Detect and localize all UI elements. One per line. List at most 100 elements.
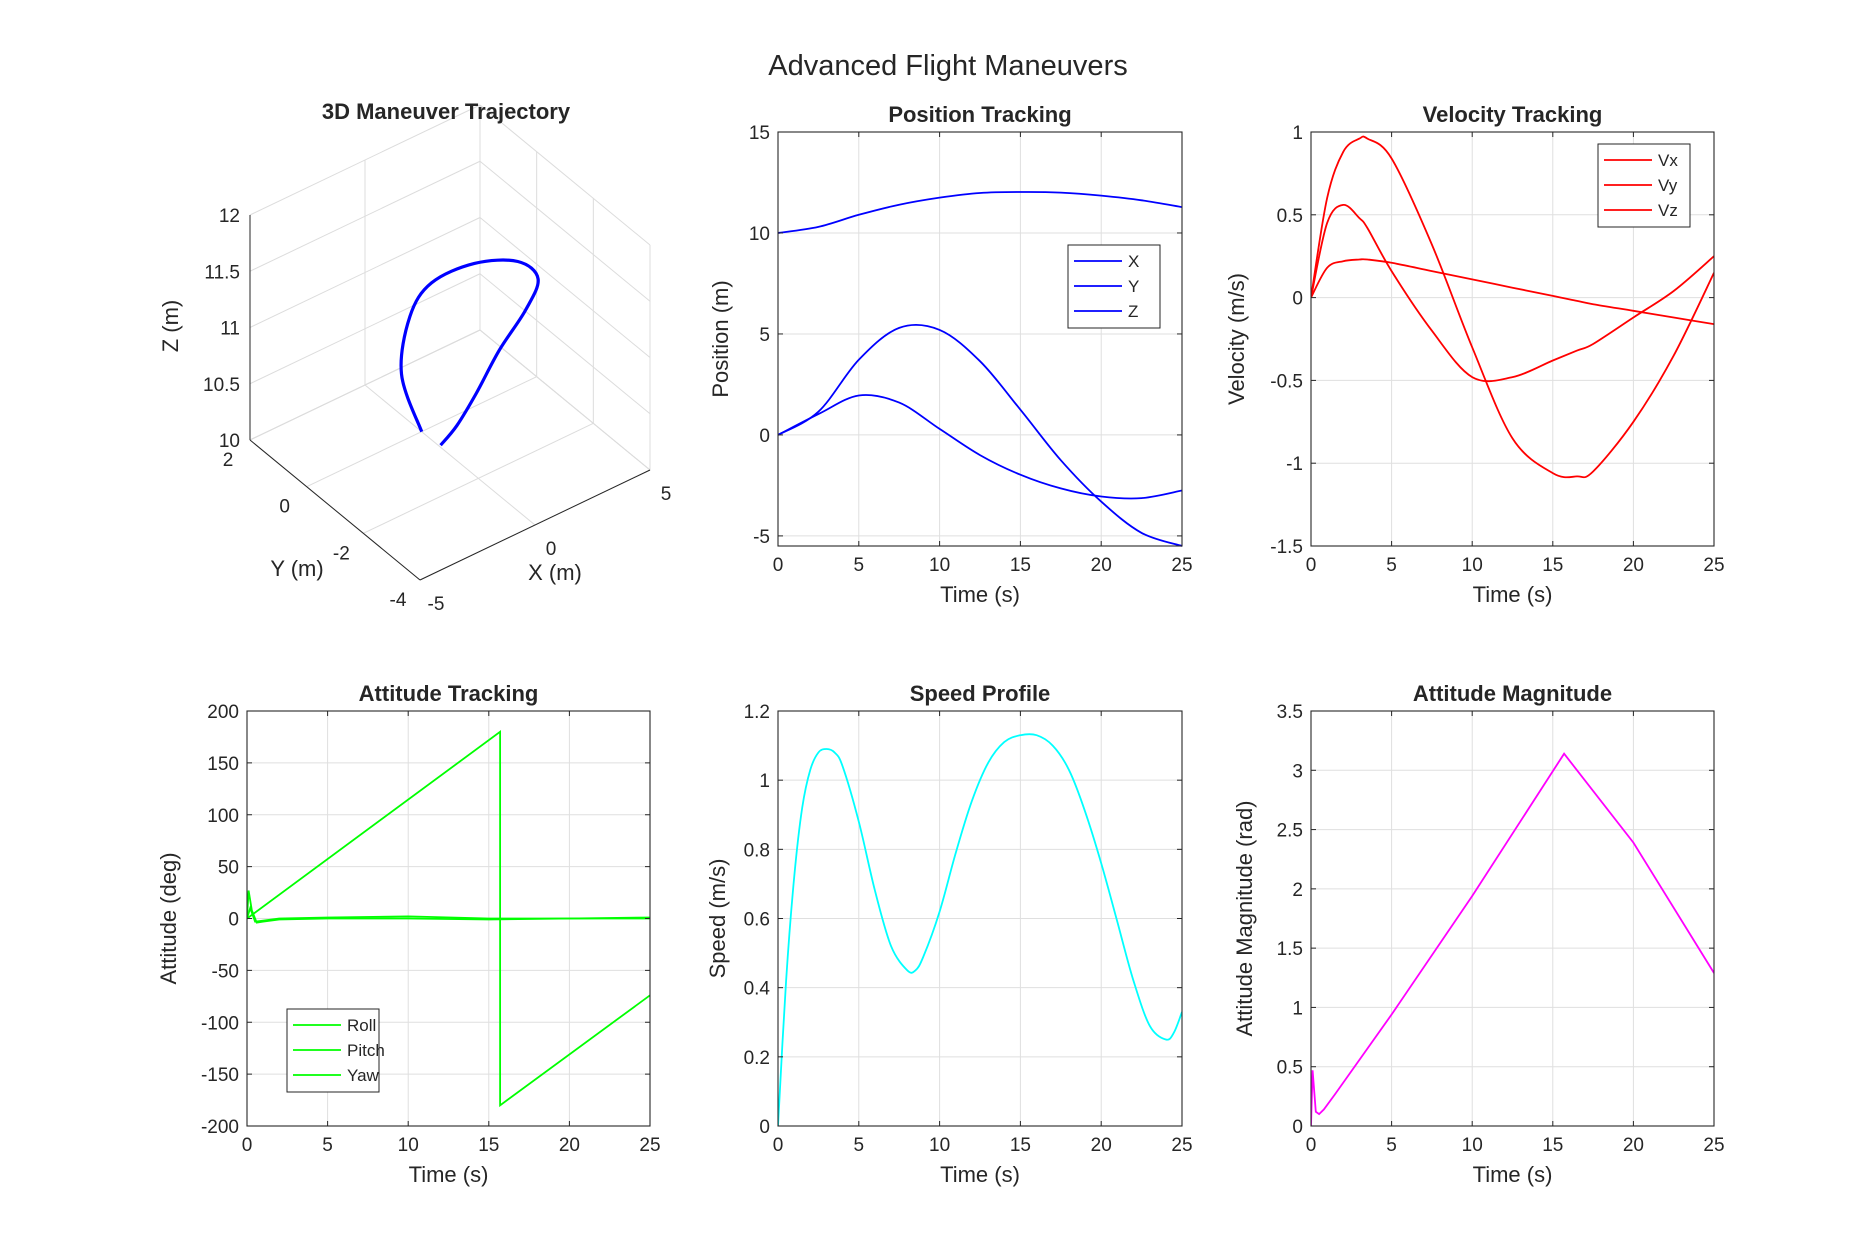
chart-title: Velocity Tracking [1423,102,1603,127]
y-tick-label: 0.8 [744,840,770,861]
x-tick-label: 25 [1171,555,1192,576]
x-axis-label: Time (s) [940,1162,1020,1187]
x-axis-label: Time (s) [1473,1162,1553,1187]
grid-line [249,160,481,272]
z-axis-label: Z (m) [158,300,183,353]
x-tick-label: 15 [1542,1135,1563,1156]
x-tick-label: 0 [1306,1135,1317,1156]
y-tick-label: 2.5 [1277,821,1303,842]
grid-line [479,160,651,302]
y-tick-label: 0.4 [744,979,771,1000]
legend-label: X [1128,252,1139,271]
position-axes-box [777,131,1183,547]
y-tick-label: 1 [1292,123,1303,144]
y-tick-label: 2 [1292,880,1303,901]
y-tick-label: -1 [1286,454,1303,475]
y-tick-label: 0.6 [744,910,770,931]
axis-edge [249,329,481,441]
x-tick-label: 5 [322,1135,333,1156]
series-line-yaw [247,730,650,1108]
x-tick-label: 15 [478,1135,499,1156]
y-tick-label: 100 [207,806,239,827]
series-line-speed [778,733,1182,1127]
velocity-legend: Vx Vy Vz [1597,143,1691,228]
grid-line [249,217,481,328]
y-tick-label: -200 [201,1117,239,1138]
y-tick-label: 1 [1292,998,1303,1019]
legend-label: Vx [1658,151,1678,170]
x-tick-label: 0 [546,539,557,560]
grid-line [479,217,651,358]
chart-title: Position Tracking [888,102,1071,127]
x-tick-label: 20 [1623,1135,1644,1156]
x-tick-label: 25 [1703,1135,1724,1156]
x-tick-label: 5 [1386,1135,1397,1156]
velocity-axes-box [1310,131,1715,547]
y-tick-label: -100 [201,1013,239,1034]
x-tick-label: 0 [1306,555,1317,576]
legend-label: Roll [347,1016,376,1035]
y-tick-label: 200 [207,702,239,723]
series-line-x [778,323,1182,547]
attmag-plot: 0 5 10 15 20 25 0 0.5 1 1.5 2 2.5 3 3.5 Attitude Magni… [1232,681,1725,1187]
chart-title: Attitude Magnitude [1413,681,1612,706]
traj3d-plot: -5 0 5 -4 -2 0 210 10.5 11 11.5 12 3D Maneuver Traj… [158,99,671,615]
y-tick-label: -50 [212,961,239,982]
y-tick-label: 1 [759,771,770,792]
x-tick-label: 5 [661,484,672,505]
x-axis-label: Time (s) [1473,582,1553,607]
x-tick-label: 15 [1542,555,1563,576]
x-tick-label: -5 [428,594,445,615]
x-tick-label: 5 [854,1135,865,1156]
z-tick-label: 10 [219,431,240,452]
y-tick-label: -4 [390,590,407,611]
x-tick-label: 20 [1623,555,1644,576]
series-line-y [778,394,1182,500]
grid-line [479,273,651,415]
x-axis-label: X (m) [528,560,582,585]
series-line-vx [1311,135,1714,479]
grid-line [479,104,651,246]
z-tick-label: 10.5 [203,375,240,396]
x-tick-label: 10 [1462,1135,1483,1156]
y-tick-label: 0 [759,1117,770,1138]
y-tick-label: 10 [749,224,770,245]
x-axis-label: Time (s) [409,1162,489,1187]
x-tick-label: 10 [929,555,950,576]
y-axis-label: Y (m) [270,556,323,581]
x-tick-label: 10 [929,1135,950,1156]
grid-line [249,104,481,216]
y-tick-label: -0.5 [1270,371,1303,392]
x-tick-label: 5 [854,555,865,576]
series-line-vz [1311,258,1714,325]
x-tick-label: 0 [242,1135,253,1156]
x-tick-label: 15 [1010,1135,1031,1156]
y-tick-label: 1.2 [744,702,770,723]
x-tick-label: 10 [398,1135,419,1156]
y-axis-label: Attitude (deg) [156,852,181,984]
y-tick-label: 0.5 [1277,1058,1303,1079]
y-tick-label: 0 [279,497,290,518]
y-tick-label: -5 [753,527,770,548]
chart-title: 3D Maneuver Trajectory [322,99,571,124]
attmag-axes-bg [1311,711,1714,1126]
y-tick-label: -2 [333,543,350,564]
velocity-plot: 0 5 10 15 20 25 -1.5 -1 -0.5 0 0.5 1 Velocity Tracki… [1224,102,1725,607]
x-tick-label: 5 [1386,555,1397,576]
series-line-attmag [1311,752,1714,1127]
grid-line [364,384,536,526]
y-tick-label: 50 [218,858,239,879]
x-tick-label: 20 [1091,555,1112,576]
x-tick-label: 20 [1091,1135,1112,1156]
grid-line [363,422,594,534]
y-tick-label: -150 [201,1065,239,1086]
legend-label: Pitch [347,1041,385,1060]
y-axis-label: Position (m) [708,280,733,397]
y-tick-label: 15 [749,123,770,144]
series-line-vy [1311,203,1714,383]
y-tick-label: 0 [1292,1117,1303,1138]
y-tick-label: -1.5 [1270,537,1303,558]
x-tick-label: 0 [773,555,784,576]
legend-label: Yaw [347,1066,380,1085]
